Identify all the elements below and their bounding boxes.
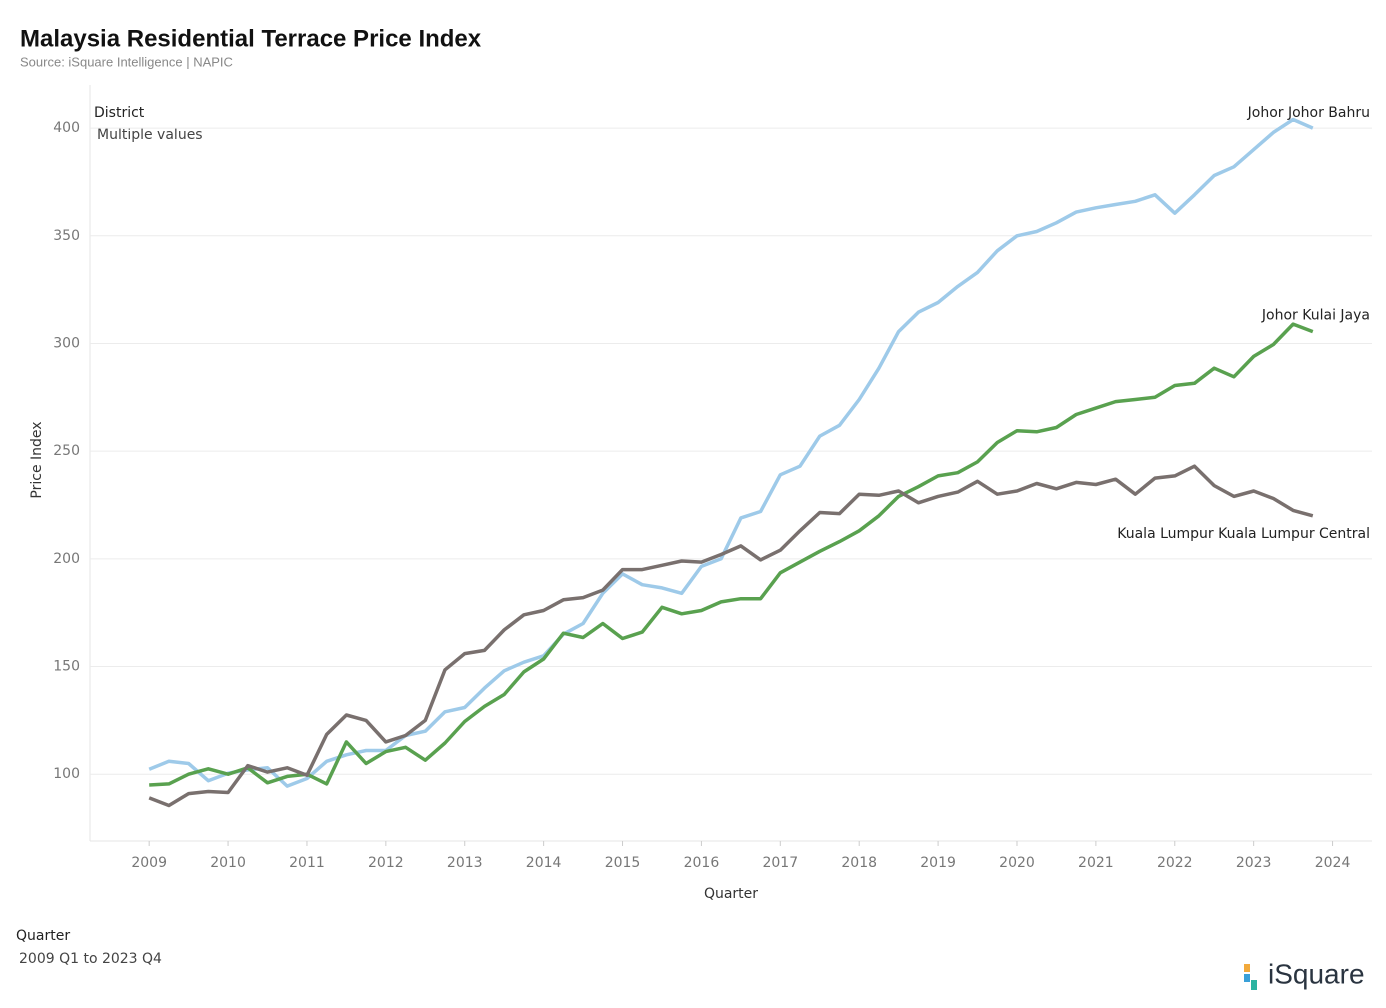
filter-title: Quarter [16,928,70,944]
x-tick-label: 2012 [368,855,404,871]
x-tick-label: 2023 [1236,855,1272,871]
logo: iSquare [1244,958,1365,990]
x-tick-label: 2020 [999,855,1035,871]
series-label: Johor Johor Bahru [1247,105,1370,121]
logo-text: iSquare [1268,958,1365,989]
y-tick-label: 250 [53,443,80,459]
x-tick-label: 2015 [605,855,641,871]
x-tick-label: 2014 [526,855,562,871]
x-axis-label: Quarter [704,886,758,902]
chart-subtitle: Source: iSquare Intelligence | NAPIC [20,54,233,69]
x-tick-label: 2018 [841,855,877,871]
x-tick-label: 2013 [447,855,483,871]
series-line [149,322,1314,787]
series-line [148,464,1314,808]
logo-icon [1244,974,1250,982]
series-label: Johor Kulai Jaya [1261,308,1370,324]
filter-title: District [94,105,145,121]
logo-icon [1251,980,1257,990]
x-tick-label: 2016 [684,855,720,871]
x-tick-label: 2011 [289,855,325,871]
y-tick-label: 400 [53,120,80,136]
x-tick-label: 2024 [1315,855,1351,871]
x-tick-label: 2022 [1157,855,1193,871]
x-tick-label: 2017 [762,855,798,871]
y-tick-label: 150 [53,659,80,675]
y-tick-label: 350 [53,228,80,244]
y-tick-label: 100 [53,766,80,782]
x-tick-label: 2009 [131,855,167,871]
filter-value: 2009 Q1 to 2023 Q4 [19,951,162,967]
y-axis-label: Price Index [29,421,45,498]
filter-value: Multiple values [97,127,203,143]
y-tick-label: 300 [53,335,80,351]
logo-icon [1244,964,1250,972]
series-line [148,117,1314,788]
chart-title: Malaysia Residential Terrace Price Index [20,25,482,52]
series-label: Kuala Lumpur Kuala Lumpur Central [1117,526,1370,542]
x-tick-label: 2019 [920,855,956,871]
y-tick-label: 200 [53,551,80,567]
x-tick-label: 2021 [1078,855,1114,871]
x-tick-label: 2010 [210,855,246,871]
